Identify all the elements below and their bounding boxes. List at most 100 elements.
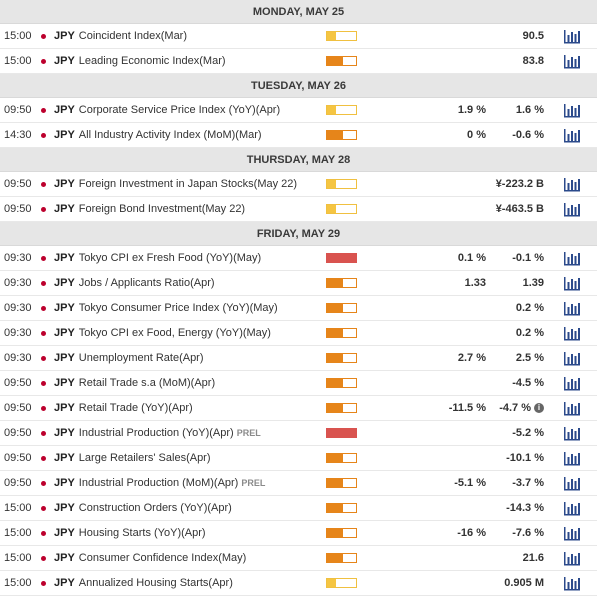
japan-flag-icon [36, 255, 50, 261]
event-row[interactable]: 09:50 JPY Retail Trade s.a (MoM)(Apr) -4.… [0, 371, 597, 396]
event-name[interactable]: Tokyo CPI ex Fresh Food (YoY)(May) [78, 252, 262, 264]
event-name[interactable]: Consumer Confidence Index(May) [78, 552, 247, 564]
bar-chart-icon[interactable] [563, 53, 581, 69]
event-title[interactable]: JPY Corporate Service Price Index (YoY)(A… [50, 104, 326, 116]
event-title[interactable]: JPY Foreign Bond Investment(May 22) [50, 203, 326, 215]
event-name[interactable]: Retail Trade (YoY)(Apr) [78, 402, 193, 414]
event-name[interactable]: Tokyo CPI ex Food, Energy (YoY)(May) [78, 327, 271, 339]
event-name[interactable]: Coincident Index(Mar) [78, 30, 188, 42]
bar-chart-icon[interactable] [563, 425, 581, 441]
event-title[interactable]: JPY Jobs / Applicants Ratio(Apr) [50, 277, 326, 289]
event-row[interactable]: 09:50 JPY Large Retailers' Sales(Apr) -10… [0, 446, 597, 471]
bar-chart-icon[interactable] [563, 350, 581, 366]
day-header: MONDAY, MAY 25 [0, 0, 597, 24]
consensus-text: -3.7 % [512, 477, 544, 489]
event-row[interactable]: 14:30 JPY All Industry Activity Index (Mo… [0, 123, 597, 148]
bar-chart-icon[interactable] [563, 275, 581, 291]
event-row[interactable]: 15:00 JPY Housing Starts (YoY)(Apr) -16 %… [0, 521, 597, 546]
japan-flag-icon [36, 555, 50, 561]
bar-chart-icon[interactable] [563, 250, 581, 266]
event-name[interactable]: Retail Trade s.a (MoM)(Apr) [78, 377, 216, 389]
bar-chart-icon[interactable] [563, 127, 581, 143]
event-row[interactable]: 09:30 JPY Tokyo Consumer Price Index (YoY… [0, 296, 597, 321]
event-name[interactable]: Industrial Production (YoY)(Apr) [78, 427, 234, 439]
bar-chart-icon[interactable] [563, 375, 581, 391]
event-title[interactable]: JPY Retail Trade s.a (MoM)(Apr) [50, 377, 326, 389]
event-title[interactable]: JPY Tokyo Consumer Price Index (YoY)(May) [50, 302, 326, 314]
event-title[interactable]: JPY Industrial Production (MoM)(Apr) PREL [50, 477, 326, 489]
event-currency: JPY [54, 552, 75, 564]
event-name[interactable]: Corporate Service Price Index (YoY)(Apr) [78, 104, 281, 116]
event-name[interactable]: Large Retailers' Sales(Apr) [78, 452, 211, 464]
event-title[interactable]: JPY Housing Starts (YoY)(Apr) [50, 527, 326, 539]
consensus-value: -3.7 % [455, 477, 544, 489]
event-row[interactable]: 09:50 JPY Industrial Production (YoY)(Apr… [0, 421, 597, 446]
impact-indicator [326, 328, 370, 338]
impact-indicator [326, 253, 370, 263]
event-name[interactable]: Foreign Bond Investment(May 22) [78, 203, 246, 215]
event-title[interactable]: JPY Foreign Investment in Japan Stocks(Ma… [50, 178, 326, 190]
event-row[interactable]: 15:00 JPY Leading Economic Index(Mar) 83.… [0, 49, 597, 74]
impact-indicator [326, 179, 370, 189]
info-icon[interactable]: i [534, 403, 544, 414]
event-row[interactable]: 09:30 JPY Jobs / Applicants Ratio(Apr) 1.… [0, 271, 597, 296]
consensus-value: -4.5 % [455, 377, 544, 389]
japan-flag-icon [36, 355, 50, 361]
event-name[interactable]: Housing Starts (YoY)(Apr) [78, 527, 206, 539]
event-name[interactable]: All Industry Activity Index (MoM)(Mar) [78, 129, 262, 141]
event-title[interactable]: JPY Consumer Confidence Index(May) [50, 552, 326, 564]
event-name[interactable]: Jobs / Applicants Ratio(Apr) [78, 277, 215, 289]
event-row[interactable]: 09:50 JPY Foreign Investment in Japan Sto… [0, 172, 597, 197]
event-name[interactable]: Unemployment Rate(Apr) [78, 352, 204, 364]
event-time: 09:30 [4, 302, 32, 314]
event-row[interactable]: 09:30 JPY Tokyo CPI ex Food, Energy (YoY)… [0, 321, 597, 346]
bar-chart-icon[interactable] [563, 450, 581, 466]
event-currency: JPY [54, 527, 75, 539]
bar-chart-icon[interactable] [563, 525, 581, 541]
impact-bar-low [326, 105, 357, 115]
event-name[interactable]: Industrial Production (MoM)(Apr) [78, 477, 239, 489]
japan-flag-icon [36, 305, 50, 311]
event-row[interactable]: 09:50 JPY Corporate Service Price Index (… [0, 98, 597, 123]
event-row[interactable]: 15:00 JPY Coincident Index(Mar) 90.5 [0, 24, 597, 49]
event-row[interactable]: 15:00 JPY Construction Orders (YoY)(Apr) … [0, 496, 597, 521]
impact-bar-low [326, 204, 357, 214]
event-title[interactable]: JPY Leading Economic Index(Mar) [50, 55, 326, 67]
bar-chart-icon[interactable] [563, 102, 581, 118]
impact-bar-high [326, 253, 357, 263]
event-title[interactable]: JPY Retail Trade (YoY)(Apr) [50, 402, 326, 414]
bar-chart-icon[interactable] [563, 500, 581, 516]
bar-chart-icon[interactable] [563, 176, 581, 192]
event-name[interactable]: Tokyo Consumer Price Index (YoY)(May) [78, 302, 278, 314]
bar-chart-icon[interactable] [563, 325, 581, 341]
event-time: 15:00 [4, 502, 32, 514]
event-row[interactable]: 09:30 JPY Tokyo CPI ex Fresh Food (YoY)(M… [0, 246, 597, 271]
event-title[interactable]: JPY All Industry Activity Index (MoM)(Mar… [50, 129, 326, 141]
event-row[interactable]: 15:00 JPY Annualized Housing Starts(Apr) … [0, 571, 597, 596]
bar-chart-icon[interactable] [563, 575, 581, 591]
event-title[interactable]: JPY Tokyo CPI ex Food, Energy (YoY)(May) [50, 327, 326, 339]
event-name[interactable]: Foreign Investment in Japan Stocks(May 2… [78, 178, 298, 190]
bar-chart-icon[interactable] [563, 201, 581, 217]
event-title[interactable]: JPY Large Retailers' Sales(Apr) [50, 452, 326, 464]
consensus-value: -0.6 % [455, 129, 544, 141]
event-title[interactable]: JPY Construction Orders (YoY)(Apr) [50, 502, 326, 514]
event-name[interactable]: Construction Orders (YoY)(Apr) [78, 502, 232, 514]
event-name[interactable]: Leading Economic Index(Mar) [78, 55, 226, 67]
event-title[interactable]: JPY Unemployment Rate(Apr) [50, 352, 326, 364]
event-title[interactable]: JPY Coincident Index(Mar) [50, 30, 326, 42]
consensus-value: -0.1 % [455, 252, 544, 264]
event-row[interactable]: 15:00 JPY Consumer Confidence Index(May) … [0, 546, 597, 571]
bar-chart-icon[interactable] [563, 475, 581, 491]
bar-chart-icon[interactable] [563, 550, 581, 566]
event-row[interactable]: 09:50 JPY Foreign Bond Investment(May 22)… [0, 197, 597, 222]
event-row[interactable]: 09:50 JPY Industrial Production (MoM)(Apr… [0, 471, 597, 496]
event-title[interactable]: JPY Industrial Production (YoY)(Apr) PREL [50, 427, 326, 439]
event-time: 09:30 [4, 277, 32, 289]
bar-chart-icon[interactable] [563, 400, 581, 416]
bar-chart-icon[interactable] [563, 28, 581, 44]
event-row[interactable]: 09:30 JPY Unemployment Rate(Apr) 2.7 % 2.… [0, 346, 597, 371]
event-title[interactable]: JPY Tokyo CPI ex Fresh Food (YoY)(May) [50, 252, 326, 264]
bar-chart-icon[interactable] [563, 300, 581, 316]
event-row[interactable]: 09:50 JPY Retail Trade (YoY)(Apr) -11.5 %… [0, 396, 597, 421]
